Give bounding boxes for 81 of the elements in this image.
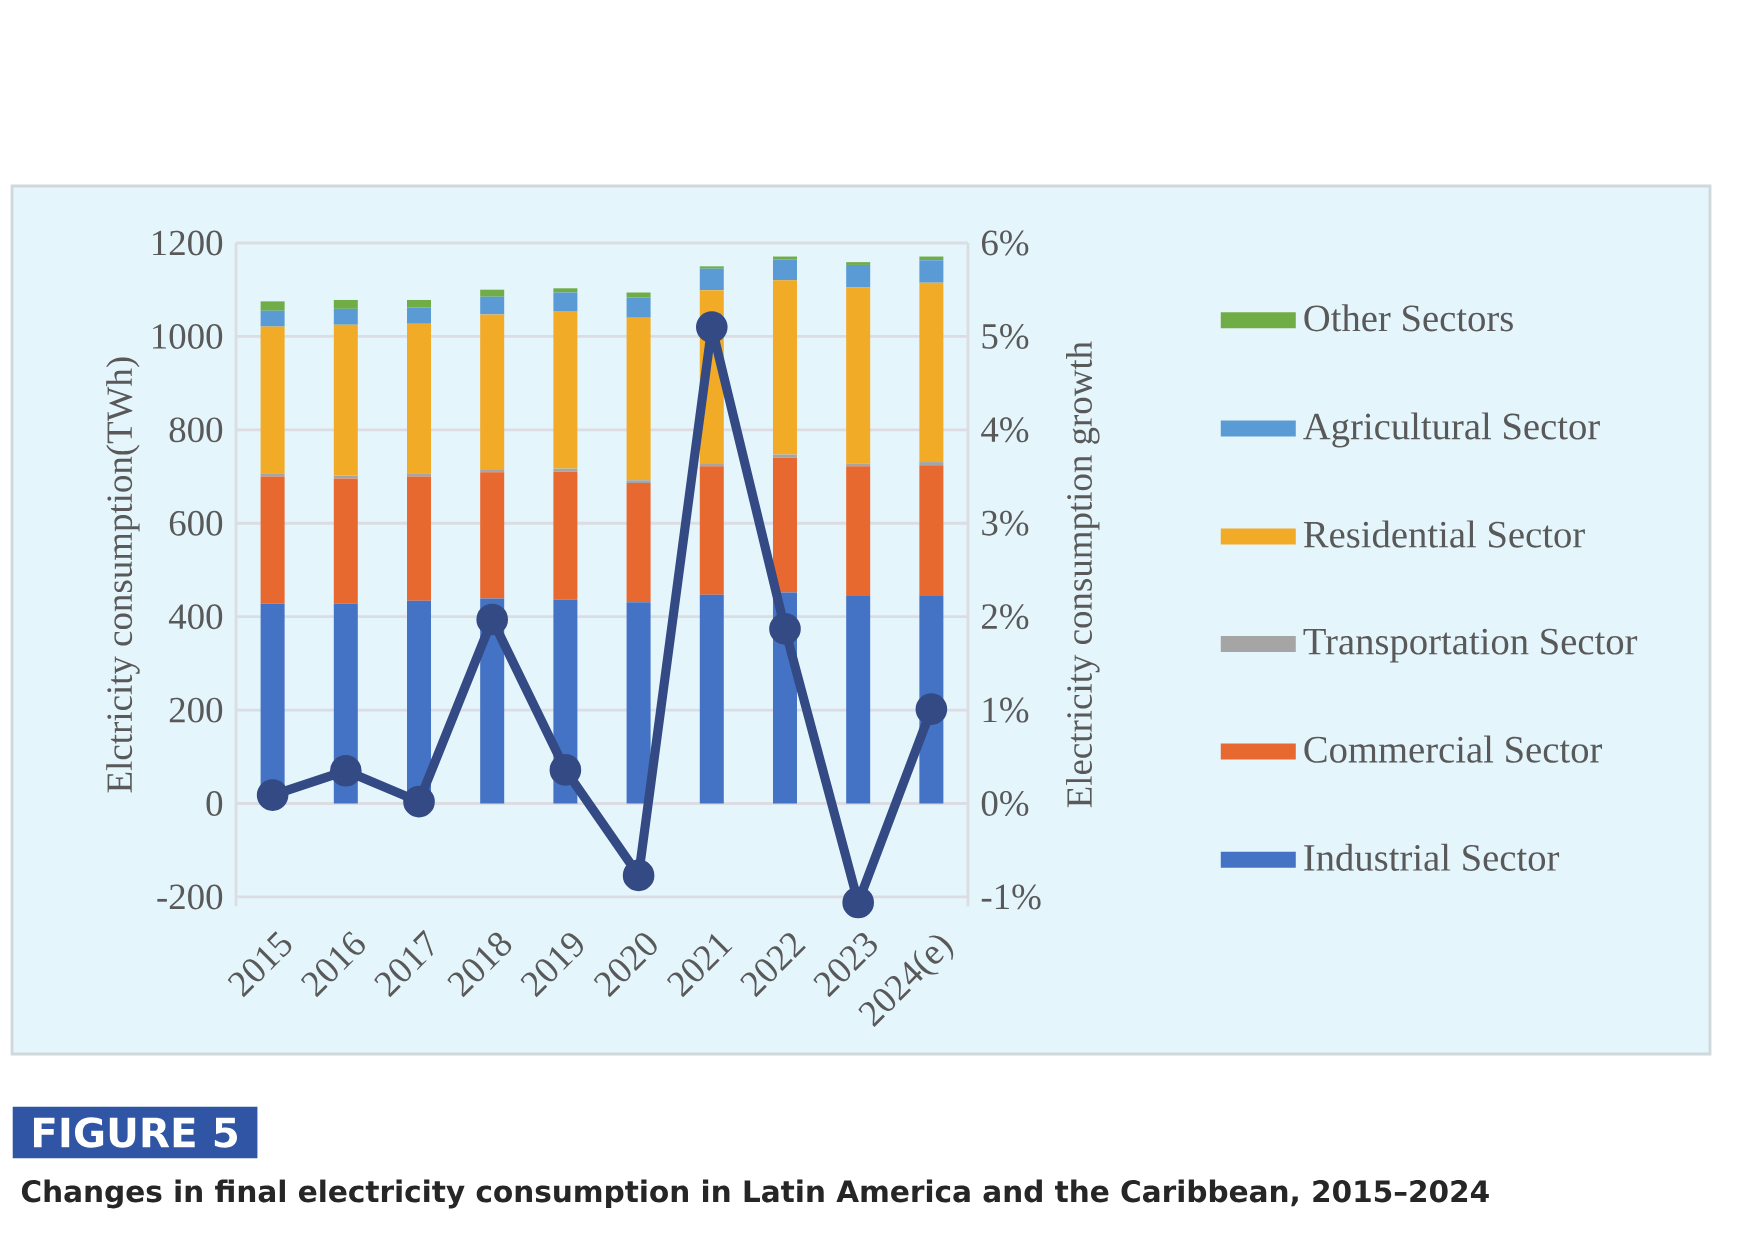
bar [553,288,578,293]
legend-label: Commercial Sector [1304,735,1603,763]
bar [407,476,431,601]
y2-tick-label: 0% [981,791,1029,817]
y-axis-title: Elctricity consumption(TWh) [106,357,140,793]
bar [846,595,871,804]
bar [846,264,871,288]
legend-label: Agricultural Sector [1303,412,1600,448]
bar [553,471,578,600]
text: Changes in final electricity consumption in Latin America and the Caribbean, 2015–2024 [21,1179,1489,1209]
legend-label: Other Sectors [1304,304,1513,332]
bar [699,268,724,291]
y2-tick-label: 1% [983,697,1029,723]
bar [480,296,505,315]
y2-tick-label: 3% [982,510,1029,536]
y-tick-label: 800 [169,417,223,443]
bar [772,280,797,455]
bar [260,301,285,311]
bar [480,314,505,471]
bar [626,602,651,804]
bar [480,472,505,599]
bar [333,308,358,325]
bar [626,480,651,484]
bar [333,299,358,309]
point [622,859,655,892]
bar [553,292,578,312]
bar [553,311,578,469]
point [842,886,875,919]
y2-tick-label: -1% [981,884,1041,910]
y2-tick-label: 4% [981,417,1029,443]
y-tick-label: 0 [206,791,223,816]
bar [407,307,431,324]
point [476,603,509,636]
point [549,754,582,786]
bar [919,462,944,466]
y2-tick-label: 2% [982,604,1029,630]
y2-tick-label: 5% [982,323,1029,349]
y-tick-label: 600 [169,510,223,536]
point [769,613,801,645]
legend-label: Transportation Sector [1303,628,1638,663]
bar [699,466,724,595]
bar [626,483,651,603]
bar [846,262,871,265]
bar [919,260,944,283]
y-tick-label: 1000 [153,323,223,349]
bar [846,287,871,464]
y2-axis-title: Electricity consumption growth [1066,341,1100,808]
bar [626,317,651,481]
legend-label: Residential Sector [1303,520,1585,548]
y-tick-label: -200 [157,884,223,910]
bar [333,324,358,476]
y-tick-label: 200 [169,697,223,723]
bar [407,323,431,474]
bar [407,473,431,477]
bar [919,465,944,596]
y-tick-label: 400 [168,604,223,630]
bar [699,266,724,269]
bar [260,326,285,474]
bar [260,310,285,327]
y-tick-label: 1200 [153,230,223,256]
bar [260,476,285,604]
bar [626,292,651,298]
caption: FIGURE 5 [33,1117,238,1148]
bar [699,594,724,804]
bar [626,297,651,318]
bar [333,478,358,604]
point [695,311,728,343]
point [329,755,362,787]
point [403,785,435,818]
point [256,779,289,811]
bar [772,259,797,281]
bar [260,473,285,477]
bar [480,289,505,297]
legend-label: Industrial Sector [1304,843,1560,871]
bar [407,299,431,308]
y2-tick-label: 6% [982,230,1029,256]
bar [772,457,797,593]
point [915,693,948,725]
bar [919,282,944,463]
bar [846,466,871,596]
bar [846,463,871,467]
